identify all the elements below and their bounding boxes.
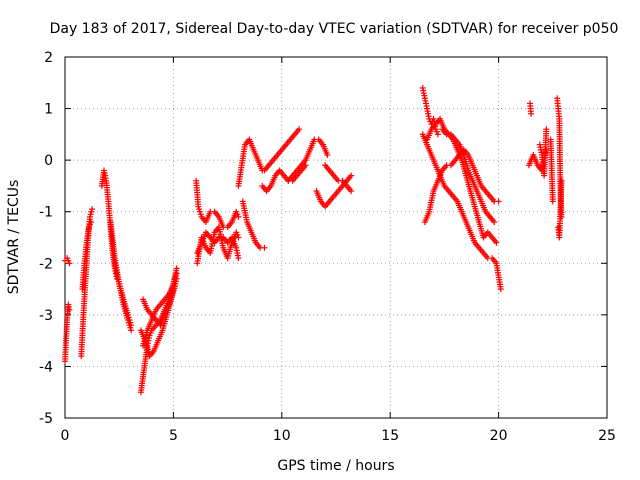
data-point [128, 322, 135, 329]
data-point [493, 239, 500, 246]
data-point [348, 172, 355, 179]
axis-ticks [64, 56, 608, 419]
data-point [173, 265, 180, 272]
data-point [172, 280, 179, 287]
y-tick-label: 2 [44, 50, 53, 66]
y-tick-label: -3 [39, 308, 53, 324]
x-tick-label: 5 [169, 428, 178, 444]
chart-title: Day 183 of 2017, Sidereal Day-to-day VTE… [50, 21, 619, 37]
data-point [89, 206, 96, 213]
x-tick-label: 10 [273, 428, 291, 444]
y-tick-label: -2 [39, 256, 53, 272]
data-point [235, 213, 242, 220]
y-tick-label: 1 [44, 102, 53, 118]
y-tick-label: -5 [39, 411, 53, 427]
data-point [296, 126, 303, 133]
data-point [528, 110, 535, 117]
data-point [434, 131, 441, 138]
data-point [88, 219, 95, 226]
grid [65, 57, 607, 418]
data-point [543, 126, 550, 133]
x-axis-tick-labels: 0 5 10 15 20 25 [61, 428, 616, 444]
data-point [235, 234, 242, 241]
data-point [497, 286, 504, 293]
y-axis-tick-labels: -5 -4 -3 -2 -1 0 1 2 [39, 50, 53, 427]
y-tick-label: -1 [39, 205, 53, 221]
data-point [324, 151, 331, 158]
y-axis-title: SDTVAR / TECUs [6, 180, 22, 295]
data-point [261, 244, 268, 251]
x-tick-label: 25 [598, 428, 616, 444]
x-tick-label: 0 [61, 428, 70, 444]
plot-frame [64, 56, 608, 419]
data-points [62, 84, 565, 396]
data-point [549, 198, 556, 205]
x-axis-title: GPS time / hours [277, 458, 394, 474]
x-tick-label: 20 [490, 428, 508, 444]
x-tick-label: 15 [381, 428, 399, 444]
data-point [173, 275, 180, 282]
data-point [558, 177, 565, 184]
data-point [66, 260, 73, 267]
data-point [128, 327, 135, 334]
data-point [235, 255, 242, 262]
data-point [491, 219, 498, 226]
y-tick-label: 0 [44, 153, 53, 169]
y-tick-label: -4 [39, 359, 53, 375]
data-point [348, 188, 355, 195]
data-point [173, 270, 180, 277]
data-point [66, 306, 73, 313]
data-point [495, 198, 502, 205]
